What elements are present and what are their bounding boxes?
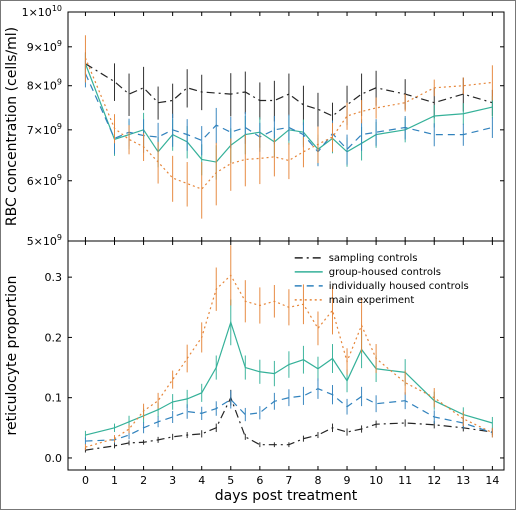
svg-text:11: 11 — [398, 474, 412, 487]
svg-text:7: 7 — [285, 474, 292, 487]
svg-text:3: 3 — [169, 474, 176, 487]
y-axis-label-top: RBC concentration (cells/ml) — [4, 27, 20, 226]
y-axis-label-bottom: reticulocyte proportion — [4, 276, 20, 436]
legend-label: individually housed controls — [329, 281, 469, 292]
legend-label: group-housed controls — [329, 267, 441, 278]
svg-text:9: 9 — [344, 474, 351, 487]
svg-text:5×109: 5×109 — [27, 233, 62, 248]
svg-text:7×109: 7×109 — [27, 122, 62, 137]
svg-text:0.2: 0.2 — [45, 331, 63, 344]
svg-text:4: 4 — [198, 474, 205, 487]
svg-text:0.3: 0.3 — [45, 271, 63, 284]
svg-text:10: 10 — [369, 474, 383, 487]
svg-text:2: 2 — [140, 474, 147, 487]
svg-text:5: 5 — [227, 474, 234, 487]
legend: sampling controls group-housed controls in… — [295, 253, 469, 306]
svg-text:8: 8 — [314, 474, 321, 487]
svg-text:0.1: 0.1 — [45, 392, 63, 405]
svg-text:1: 1 — [111, 474, 118, 487]
svg-text:9×109: 9×109 — [27, 39, 62, 54]
svg-text:0.0: 0.0 — [45, 452, 63, 465]
legend-label: main experiment — [329, 295, 415, 306]
svg-text:14: 14 — [485, 474, 499, 487]
svg-text:1×1010: 1×1010 — [22, 4, 62, 19]
legend-label: sampling controls — [329, 253, 418, 264]
svg-text:12: 12 — [427, 474, 441, 487]
chart-svg: 012345678910111213145×1096×1097×1098×109… — [0, 0, 516, 510]
svg-text:8×109: 8×109 — [27, 78, 62, 93]
svg-text:13: 13 — [456, 474, 470, 487]
chart-figure: 012345678910111213145×1096×1097×1098×109… — [0, 0, 516, 510]
svg-text:6: 6 — [256, 474, 263, 487]
svg-text:0: 0 — [82, 474, 89, 487]
svg-text:6×109: 6×109 — [27, 173, 62, 188]
x-axis-label: days post treatment — [215, 488, 358, 504]
